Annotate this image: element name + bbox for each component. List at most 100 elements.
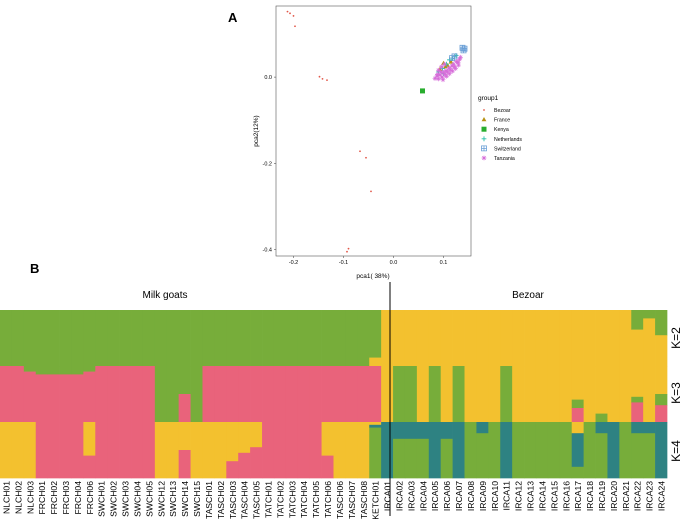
admixture-segment-k3 [95, 366, 108, 423]
admixture-segment-k3 [59, 374, 72, 423]
sample-label: TASCH01 [204, 481, 214, 519]
admixture-segment-k3 [178, 394, 191, 423]
admixture-segment-k3 [262, 366, 275, 423]
admixture-segment-k2 [416, 310, 430, 367]
admixture-segment-k4 [262, 422, 275, 479]
admixture-segment-k3 [83, 366, 96, 372]
panel-a-label: A [228, 10, 238, 25]
admixture-segment-k4 [11, 422, 25, 479]
admixture-bars [0, 310, 668, 479]
admixture-segment-k2 [476, 310, 489, 367]
admixture-segment-k2 [202, 310, 215, 367]
admixture-segment-k3 [607, 366, 620, 423]
k3-label: K=3 [669, 382, 683, 404]
admixture-segment-k3 [631, 396, 644, 403]
pca-point-tanzania [440, 77, 446, 83]
admixture-segment-k2 [190, 310, 203, 367]
admixture-segment-k4 [309, 422, 322, 479]
admixture-segment-k2 [655, 335, 668, 367]
sample-label: TATCH03 [287, 481, 297, 518]
pca-points [286, 10, 468, 253]
sample-label: TASCH07 [347, 481, 357, 519]
admixture-segment-k2 [655, 310, 668, 336]
admixture-segment-k4 [488, 422, 501, 479]
pca-point-switzerland [451, 53, 458, 60]
admixture-segment-k4 [238, 452, 251, 479]
admixture-segment-k4 [71, 422, 84, 479]
pca-point-bezoar [365, 156, 367, 159]
admixture-segment-k4 [0, 422, 13, 479]
sample-label: IRCA04 [418, 481, 428, 511]
admixture-segment-k2 [488, 310, 501, 367]
admixture-segment-k3 [83, 371, 96, 423]
sample-label: IRCA20 [609, 481, 619, 511]
admixture-segment-k4 [47, 422, 60, 479]
pca-x-tick-label: -0.1 [339, 260, 348, 266]
admixture-segment-k3 [655, 394, 668, 406]
admixture-segment-k4 [178, 450, 191, 479]
pca-point-tanzania [444, 73, 449, 79]
admixture-segment-k4 [238, 422, 251, 454]
admixture-segment-k4 [369, 422, 382, 426]
sample-label: IRCA08 [466, 481, 476, 511]
admixture-segment-k3 [535, 366, 549, 423]
admixture-segment-k2 [547, 310, 561, 367]
pca-x-tick-label: -0.2 [289, 260, 298, 266]
admixture-segment-k3 [190, 366, 203, 423]
pca-legend: group1 Bezoar France Kenya Netherlands Switz… [478, 95, 522, 162]
legend-switzerland-marker [481, 145, 487, 152]
sample-label: TASCH08 [359, 481, 369, 519]
admixture-segment-k4 [631, 422, 644, 434]
admixture-segment-k4 [476, 433, 489, 479]
pca-point-tanzania [452, 64, 457, 70]
admixture-segment-k4 [202, 422, 215, 479]
sample-labels: NLCH01 NLCH02 NLCH03 FRCH01 FRCH02 FRCH03 FRCH… [1, 481, 666, 520]
admixture-segment-k4 [393, 438, 406, 479]
admixture-segment-k2 [393, 310, 406, 367]
admixture-segment-k4 [428, 422, 442, 479]
admixture-segment-k3 [416, 366, 430, 423]
admixture-segment-k4 [381, 422, 394, 479]
sample-label: IRCA06 [442, 481, 452, 511]
admixture-segment-k2 [47, 310, 60, 367]
admixture-segment-k3 [142, 366, 156, 423]
sample-label: SWCH01 [97, 481, 107, 517]
admixture-segment-k2 [631, 329, 644, 367]
admixture-segment-k4 [178, 422, 191, 451]
sample-label: IRCA23 [645, 481, 655, 511]
pca-point-france [443, 64, 448, 69]
admixture-segment-k4 [559, 422, 573, 479]
sample-label: IRCA19 [597, 481, 607, 511]
legend-france-marker [481, 117, 487, 122]
admixture-segment-k3 [404, 366, 418, 423]
admixture-segment-k2 [262, 310, 275, 367]
legend-bezoar-label: Bezoar [494, 108, 511, 114]
pca-point-tanzania [447, 71, 452, 77]
admixture-segment-k2 [583, 310, 596, 367]
sample-label: SWCH14 [180, 481, 190, 517]
admixture-segment-k2 [71, 310, 84, 367]
admixture-segment-k2 [250, 310, 263, 367]
admixture-segment-k2 [559, 310, 573, 367]
admixture-segment-k2 [226, 310, 239, 367]
admixture-segment-k4 [83, 422, 96, 456]
sample-label: TASCH02 [216, 481, 226, 519]
admixture-segment-k2 [154, 310, 168, 367]
sample-label: IRCA02 [395, 481, 405, 511]
admixture-segment-k2 [404, 310, 418, 367]
sample-label: TASCH05 [252, 481, 262, 519]
admixture-segment-k3 [369, 366, 382, 423]
pca-point-tanzania [454, 59, 459, 65]
admixture-segment-k4 [404, 438, 418, 479]
pca-point-bezoar [346, 250, 348, 253]
sample-label: IRCA18 [585, 481, 595, 511]
pca-point-tanzania [450, 68, 455, 74]
admixture-segment-k4 [595, 422, 608, 434]
admixture-segment-k3 [476, 366, 489, 423]
pca-y-tick-label: -0.4 [263, 248, 272, 254]
pca-plot-area [275, 5, 472, 257]
admixture-segment-k2 [524, 310, 537, 367]
legend-kenya-marker [481, 126, 487, 132]
admixture-segment-k3 [631, 366, 644, 398]
pca-x-tick-label: 0.0 [390, 260, 398, 266]
